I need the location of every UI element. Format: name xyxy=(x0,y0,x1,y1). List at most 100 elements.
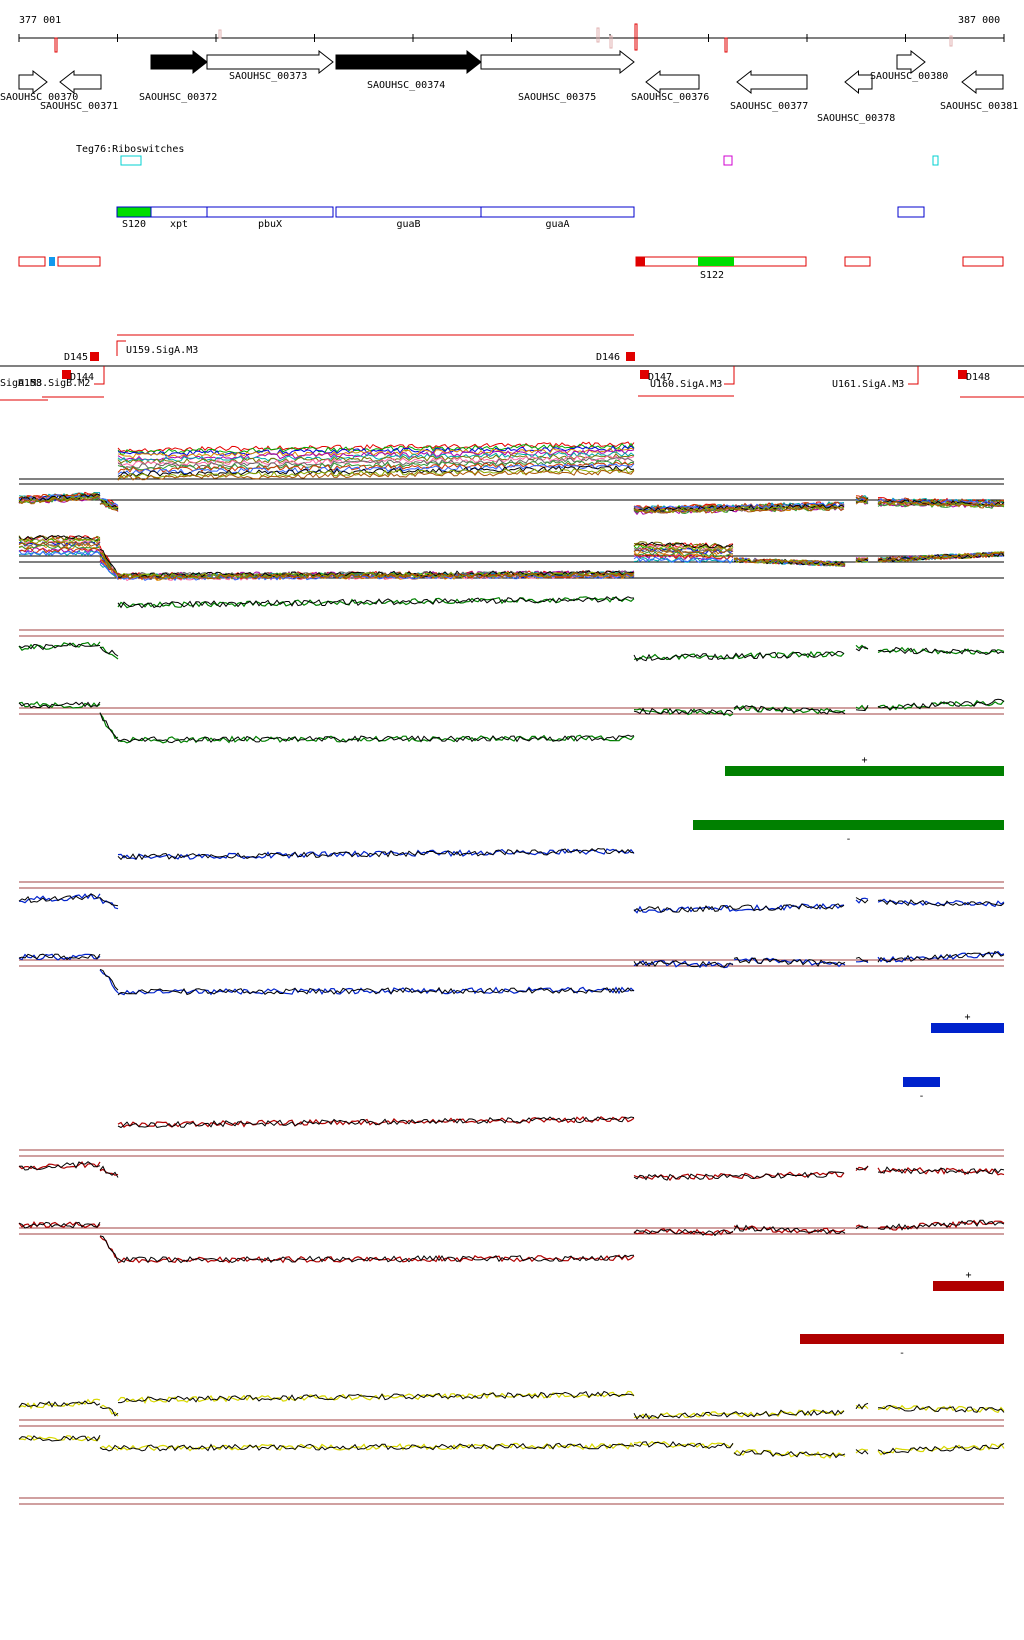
expression-line xyxy=(18,950,1005,996)
riboswitch-box xyxy=(723,155,733,166)
transcript-label: D145 xyxy=(64,352,88,363)
operon-segment xyxy=(206,206,334,218)
plus-strand-marker: + xyxy=(964,1012,970,1023)
ruler-feature-mark xyxy=(596,27,600,43)
ruler-feature-mark xyxy=(609,35,613,49)
promoter-label: SigA.M3 xyxy=(0,378,42,389)
gene-arrow xyxy=(206,49,334,75)
expression-line xyxy=(18,1115,1005,1182)
gene-label: SAOUHSC_00381 xyxy=(940,101,1018,112)
expression-line xyxy=(18,698,1005,744)
riboswitch-track: Teg76:Riboswitches xyxy=(76,144,939,166)
transcript-end-marker xyxy=(626,352,635,361)
coordinate-ruler: 377 001 387 000 xyxy=(18,15,1005,53)
annotation-box xyxy=(962,256,1004,267)
expression-line xyxy=(18,848,1005,914)
minus-strand-bar xyxy=(903,1077,940,1087)
transcript-end-marker xyxy=(958,370,967,379)
gene-label: SAOUHSC_00372 xyxy=(139,92,217,103)
operon-label: guaB xyxy=(396,219,420,230)
operon-segment xyxy=(480,206,635,218)
transcript-label: D147 xyxy=(648,372,672,383)
transcript-end-marker xyxy=(640,370,649,379)
promoter-label: U159.SigA.M3 xyxy=(126,345,198,356)
minus-strand-marker: - xyxy=(899,1348,905,1359)
gene-label: SAOUHSC_00374 xyxy=(367,80,445,91)
annotation-box xyxy=(18,256,46,267)
minus-strand-bar xyxy=(693,820,1004,830)
condition-2-panel: +- xyxy=(18,847,1005,1102)
promoter-label: U158.SigB.M2 xyxy=(18,378,90,389)
operon-track: S120 xpt pbuX guaB guaA xyxy=(116,206,925,230)
gene-arrow xyxy=(18,69,48,95)
expression-line xyxy=(18,1390,1005,1419)
expression-line xyxy=(18,596,1005,661)
gene-label: SAOUHSC_00373 xyxy=(229,71,307,82)
promoter-arrow xyxy=(94,366,105,385)
plus-strand-bar xyxy=(931,1023,1004,1033)
condition-3-panel: +- xyxy=(18,1115,1005,1359)
expression-line xyxy=(18,459,1005,515)
gene-arrow xyxy=(335,49,482,75)
riboswitch-box xyxy=(932,155,939,166)
plus-strand-bar xyxy=(933,1281,1004,1291)
minus-strand-bar xyxy=(800,1334,1004,1344)
plus-strand-marker: + xyxy=(861,755,867,766)
operon-segment xyxy=(897,206,925,218)
expression-line xyxy=(18,1219,1005,1264)
expression-line xyxy=(18,467,1005,514)
gene-label: SAOUHSC_00375 xyxy=(518,92,596,103)
gene-arrow xyxy=(480,49,635,75)
overview-panel xyxy=(18,441,1005,582)
promoter-track: U159.SigA.M3 U161.SigA.M3 U160.SigA.M3 U158… xyxy=(0,334,1024,401)
annotation-marker xyxy=(49,257,55,266)
gene-arrow xyxy=(896,49,926,75)
annotation-track: S122 xyxy=(18,256,1004,281)
transcript-label: D148 xyxy=(966,372,990,383)
riboswitch-box xyxy=(120,155,142,166)
operon-segment xyxy=(150,206,208,218)
expression-line xyxy=(18,847,1005,913)
ruler-end-label: 387 000 xyxy=(958,15,1000,26)
condition-1-panel: +- xyxy=(18,595,1005,845)
annotation-marker xyxy=(636,257,645,266)
annotation-box xyxy=(57,256,101,267)
operon-label: S120 xyxy=(122,219,146,230)
transcript-end-marker xyxy=(62,370,71,379)
plus-strand-bar xyxy=(725,766,1004,776)
condition-4-panel xyxy=(18,1390,1005,1505)
promoter-label: U161.SigA.M3 xyxy=(832,379,904,390)
gene-label: SAOUHSC_00378 xyxy=(817,113,895,124)
operon-label: xpt xyxy=(170,219,188,230)
srna-label: S122 xyxy=(700,270,724,281)
transcript-label: D146 xyxy=(596,352,620,363)
promoter-arrow xyxy=(724,366,735,385)
gene-arrow xyxy=(645,69,700,95)
riboswitch-track-label: Teg76:Riboswitches xyxy=(76,144,184,155)
gene-label: SAOUHSC_00370 xyxy=(0,92,78,103)
gene-arrow xyxy=(961,69,1004,95)
promoter-arrow xyxy=(116,340,126,356)
gene-arrow xyxy=(844,69,873,95)
operon-label: guaA xyxy=(545,219,569,230)
expression-line xyxy=(18,1434,1005,1459)
operon-segment xyxy=(335,206,482,218)
expression-line xyxy=(18,1116,1005,1181)
promoter-label: U160.SigA.M3 xyxy=(650,379,722,390)
annotation-box xyxy=(635,256,701,267)
operon-label: pbuX xyxy=(258,219,282,230)
promoter-arrow xyxy=(908,366,919,385)
minus-strand-marker: - xyxy=(918,1091,924,1102)
transcript-end-marker xyxy=(90,352,99,361)
expression-line xyxy=(18,465,1005,512)
expression-line xyxy=(18,469,1005,514)
expression-panels: +-+-+- xyxy=(18,441,1005,1505)
gene-arrow xyxy=(736,69,808,95)
expression-line xyxy=(18,595,1005,662)
expression-line xyxy=(18,540,1005,580)
gene-label: SAOUHSC_00376 xyxy=(631,92,709,103)
plus-strand-marker: + xyxy=(965,1270,971,1281)
